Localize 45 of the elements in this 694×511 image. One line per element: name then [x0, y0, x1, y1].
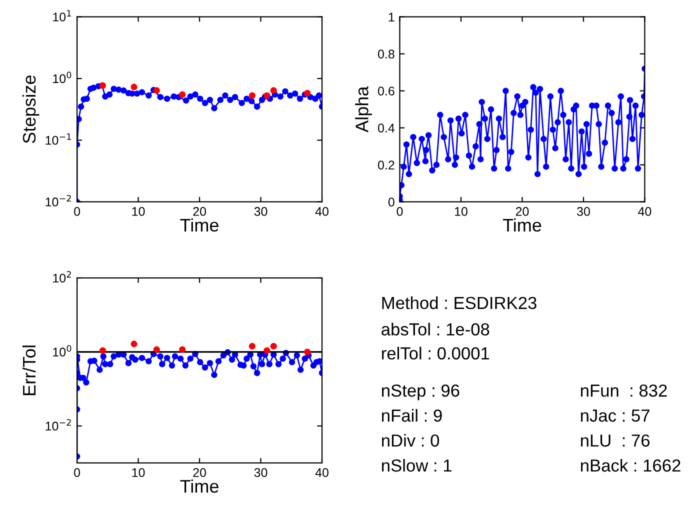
y-tick-label: 0.6 [378, 86, 394, 96]
x-tick-label: 30 [254, 207, 268, 216]
x-tick-label: 0 [74, 207, 80, 216]
y-tick-label: 0.8 [378, 50, 394, 59]
text: nSlow : 1 [382, 458, 452, 472]
x-tick-label: 20 [516, 207, 529, 216]
text: nDiv : 0 [382, 434, 440, 447]
x-tick-label: 40 [315, 468, 328, 478]
x-tick-label: 30 [577, 207, 590, 216]
y-tick-label: 10$^{0}$ [53, 72, 72, 84]
text: nBack : 1662 [580, 458, 680, 472]
text: nLU : 76 [580, 434, 650, 447]
text: nFun : 832 [580, 384, 667, 397]
x-tick-label: 0 [74, 468, 80, 478]
y-axis-title: Alpha [355, 86, 372, 132]
x-tick-label: 30 [254, 468, 268, 478]
x-axis-title: Time [502, 218, 542, 232]
y-tick-label: 10$^{−2}$ [46, 419, 71, 431]
x-tick-label: 20 [193, 468, 206, 478]
x-tick-label: 10 [454, 207, 468, 216]
text: nFail : 9 [382, 409, 442, 422]
y-tick-label: 10$^{2}$ [53, 271, 71, 283]
x-tick-label: 0 [396, 207, 403, 216]
text: nJac : 57 [580, 410, 650, 422]
text: relTol : 0.0001 [382, 346, 490, 360]
x-axis-title: Time [180, 218, 218, 232]
x-axis-title: Time [180, 479, 218, 493]
x-tick-label: 40 [315, 207, 328, 216]
y-tick-label: 10$^{0}$ [53, 345, 72, 357]
y-tick-label: 10$^{−2}$ [46, 195, 71, 206]
x-tick-label: 20 [193, 207, 206, 216]
y-axis-title: Stepsize [22, 76, 40, 144]
y-tick-label: 0.2 [378, 160, 394, 170]
x-tick-label: 40 [638, 207, 652, 216]
y-tick-label: 10$^{1}$ [53, 10, 71, 22]
y-tick-label: 1 [388, 12, 394, 22]
y-tick-label: 0 [388, 198, 394, 206]
text: Method : ESDIRK23 [382, 296, 536, 310]
y-tick-label: 10$^{−1}$ [46, 133, 71, 145]
text: nStep : 96 [382, 384, 460, 400]
x-tick-label: 10 [132, 468, 145, 478]
y-axis-title: Err/Tol [22, 346, 36, 396]
text: absTol : 1e-08 [382, 322, 490, 336]
x-tick-label: 10 [132, 207, 145, 216]
y-tick-label: 0.4 [378, 124, 395, 133]
